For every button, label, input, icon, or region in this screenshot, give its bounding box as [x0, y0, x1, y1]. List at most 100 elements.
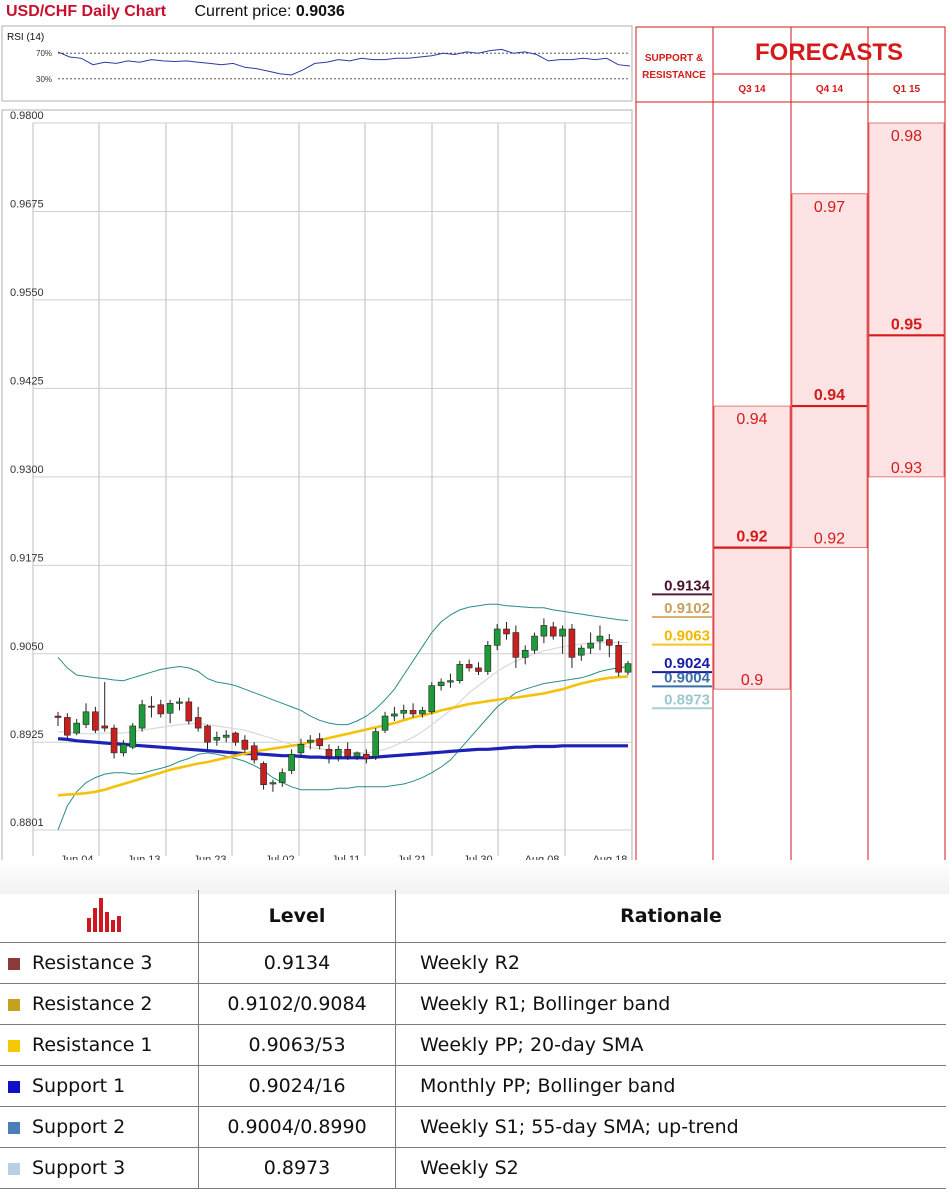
candle-body: [54, 715, 62, 718]
y-tick-label: 0.9300: [10, 464, 44, 476]
rsi-line: [57, 48, 631, 76]
y-tick-label: 0.9050: [10, 641, 44, 653]
candle-body: [596, 635, 604, 642]
candle-body: [269, 782, 277, 785]
candle-body: [213, 736, 221, 741]
row-name: Resistance 2: [32, 993, 153, 1015]
forecast-range-box: [868, 122, 945, 478]
candle-body: [419, 710, 426, 715]
y-tick-label: 0.9800: [10, 110, 44, 122]
candle-body: [157, 704, 165, 715]
y-tick-label: 0.8925: [10, 729, 44, 741]
candle-body: [624, 663, 632, 673]
table-row: Support 2 0.9004/0.8990 Weekly S1; 55-day …: [0, 1106, 946, 1148]
y-tick-label: 0.9175: [10, 552, 44, 564]
legend-swatch-icon: [8, 1039, 20, 1052]
forecast-column-label: Q3 14: [738, 84, 766, 95]
chart-header: USD/CHF Daily Chart Current price: 0.903…: [6, 0, 345, 24]
candle-body: [400, 710, 408, 714]
table-row: Support 1 0.9024/16 Monthly PP; Bollinger …: [0, 1065, 946, 1107]
row-rationale: Weekly S2: [395, 1147, 946, 1189]
row-name-cell: Resistance 3: [0, 942, 199, 984]
row-name: Resistance 3: [32, 952, 153, 974]
sr-level-label: 0.9102: [664, 600, 710, 617]
candle-body: [503, 628, 510, 635]
bollinger-lower-line: [57, 666, 629, 831]
candle-body: [549, 626, 557, 637]
row-name-cell: Support 3: [0, 1147, 199, 1189]
candle-body: [391, 713, 398, 717]
table-row: Resistance 1 0.9063/53 Weekly PP; 20-day S…: [0, 1024, 946, 1066]
table-header-level: Level: [198, 890, 396, 943]
candle-body: [475, 667, 482, 672]
row-rationale: Weekly R2: [395, 942, 946, 984]
row-level: 0.9063/53: [198, 1024, 396, 1066]
current-price-value: 0.9036: [295, 3, 345, 20]
table-header-row: Level Rationale: [0, 890, 946, 943]
candle-body: [521, 649, 529, 658]
row-name-cell: Support 1: [0, 1065, 199, 1107]
legend-swatch-icon: [8, 1080, 20, 1093]
table-row: Resistance 3 0.9134 Weekly R2: [0, 942, 946, 984]
candle-body: [531, 635, 538, 651]
row-level: 0.8973: [198, 1147, 396, 1189]
candle-body: [456, 664, 464, 681]
legend-swatch-icon: [8, 998, 20, 1011]
candle-body: [222, 734, 230, 738]
candle-body: [64, 717, 71, 736]
candle-body: [335, 749, 342, 757]
candle-body: [306, 739, 314, 743]
bollinger-mid-line: [57, 641, 628, 754]
candle-body: [428, 685, 436, 713]
y-tick-label: 0.9550: [10, 287, 44, 299]
forecast-column-label: Q4 14: [816, 84, 844, 95]
candle-body: [372, 731, 380, 757]
legend-swatch-icon: [8, 1162, 20, 1175]
candle-body: [297, 744, 305, 754]
row-rationale: Weekly S1; 55-day SMA; up-trend: [395, 1106, 946, 1148]
candle-body: [166, 703, 174, 714]
legend-swatch-icon: [8, 957, 20, 970]
forecast-high-label: 0.94: [736, 411, 767, 428]
row-name-cell: Resistance 2: [0, 983, 199, 1025]
rsi-level-label: 70%: [36, 49, 52, 58]
forecast-median-label: 0.92: [736, 529, 767, 546]
table-header-rationale: Rationale: [395, 890, 946, 943]
row-level: 0.9004/0.8990: [198, 1106, 396, 1148]
row-level: 0.9102/0.9084: [198, 983, 396, 1025]
sr-level-label: 0.9004: [664, 669, 711, 686]
candle-body: [278, 772, 286, 783]
sr-level-label: 0.9134: [664, 577, 711, 594]
row-name-cell: Support 2: [0, 1106, 199, 1148]
candle-body: [260, 763, 267, 786]
candle-body: [409, 710, 417, 715]
sr-level-label: 0.8973: [664, 691, 710, 708]
candle-body: [316, 738, 323, 747]
candle-body: [232, 732, 239, 743]
candle-body: [185, 701, 193, 722]
table-row: Resistance 2 0.9102/0.9084 Weekly R1; Boll…: [0, 983, 946, 1025]
legend-swatch-icon: [8, 1121, 20, 1134]
sma-blue-line: [57, 737, 628, 760]
forecast-high-label: 0.98: [891, 128, 922, 145]
candle-body: [138, 704, 146, 729]
candle-body: [204, 725, 211, 743]
candle-body: [540, 625, 548, 637]
candle-body: [465, 664, 473, 669]
candle-body: [606, 639, 613, 646]
candle-body: [92, 711, 99, 731]
forecast-high-label: 0.97: [814, 199, 845, 216]
rsi-label: RSI (14): [7, 32, 44, 43]
row-name: Support 2: [32, 1116, 126, 1138]
candle-body: [512, 632, 520, 658]
row-name: Resistance 1: [32, 1034, 153, 1056]
table-row: Support 3 0.8973 Weekly S2: [0, 1147, 946, 1189]
candle-body: [353, 752, 361, 757]
row-rationale: Monthly PP; Bollinger band: [395, 1065, 946, 1107]
candle-body: [101, 725, 109, 729]
sr-level-label: 0.9024: [664, 655, 711, 672]
row-rationale: Weekly R1; Bollinger band: [395, 983, 946, 1025]
candle-body: [493, 628, 501, 646]
forecast-median-label: 0.94: [814, 387, 845, 404]
chart-title: USD/CHF Daily Chart: [6, 3, 167, 20]
